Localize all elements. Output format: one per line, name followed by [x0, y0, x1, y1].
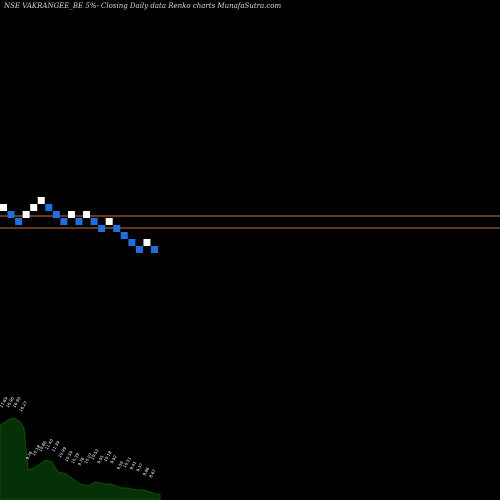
renko-brick-down [128, 239, 136, 246]
volume-label: 10.51 [122, 456, 132, 469]
volume-label: 9.59 [116, 460, 125, 471]
volume-label: 10.18 [31, 444, 41, 457]
renko-brick-down [45, 204, 53, 211]
volume-label: 9.37 [135, 462, 144, 473]
volume-label: 11.40 [44, 438, 54, 451]
renko-brick-down [113, 225, 121, 232]
renko-brick-down [7, 211, 15, 218]
renko-brick-down [75, 218, 83, 225]
volume-label: 9.92 [109, 454, 118, 465]
renko-brick-up [83, 211, 91, 218]
volume-label: 8.67 [148, 468, 157, 479]
volume-label: 10.50 [90, 448, 100, 461]
renko-brick-down [90, 218, 98, 225]
volume-label: 9.86 [142, 466, 151, 477]
volume-label: 16.27 [18, 400, 28, 413]
renko-bricks-layer [0, 197, 158, 253]
renko-brick-up [37, 197, 45, 204]
volume-label: 10.59 [64, 450, 74, 463]
volume-label: 10.39 [70, 452, 80, 465]
renko-brick-down [52, 211, 60, 218]
volume-label: 11.39 [51, 440, 61, 453]
renko-brick-up [105, 218, 113, 225]
volume-labels-layer: 17.6916.9016.9016.279.7610.1810.8611.401… [0, 396, 157, 479]
volume-label: 10.99 [57, 446, 67, 459]
volume-label: 9.41 [129, 460, 138, 471]
renko-brick-down [60, 218, 68, 225]
volume-label: 17.69 [0, 396, 9, 409]
renko-brick-down [15, 218, 23, 225]
renko-brick-down [135, 246, 143, 253]
volume-label: 10.07 [83, 452, 93, 465]
volume-label: 10.18 [103, 450, 113, 463]
renko-brick-up [143, 239, 151, 246]
volume-label: 16.90 [5, 396, 15, 409]
volume-label: 9.76 [25, 450, 34, 461]
volume-label: 9.76 [77, 456, 86, 467]
volume-area-layer [0, 417, 161, 500]
price-lines-layer [0, 215, 500, 229]
renko-brick-up [30, 204, 38, 211]
renko-brick-up [22, 211, 30, 218]
renko-brick-up [67, 211, 75, 218]
volume-label: 16.90 [12, 396, 22, 409]
renko-brick-down [151, 246, 158, 253]
volume-label: 9.91 [96, 454, 105, 465]
renko-brick-up [0, 204, 7, 211]
volume-area [0, 417, 161, 500]
chart-title: NSE VAKRANGEE_BE 5%- Closing Daily data … [4, 2, 282, 10]
renko-brick-down [98, 225, 106, 232]
volume-label: 10.86 [38, 440, 48, 453]
renko-brick-down [120, 232, 128, 239]
